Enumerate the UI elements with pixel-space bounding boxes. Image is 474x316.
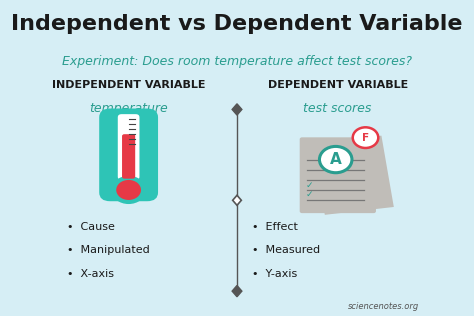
Text: ✓: ✓ <box>306 181 313 190</box>
FancyBboxPatch shape <box>300 137 376 213</box>
Text: DEPENDENT VARIABLE: DEPENDENT VARIABLE <box>267 80 408 90</box>
Circle shape <box>111 176 146 204</box>
FancyBboxPatch shape <box>118 114 139 180</box>
Text: •  X-axis: • X-axis <box>67 269 114 279</box>
Polygon shape <box>233 195 241 205</box>
Polygon shape <box>232 104 242 115</box>
Circle shape <box>319 146 352 173</box>
FancyBboxPatch shape <box>99 108 158 201</box>
Text: ✓: ✓ <box>306 190 313 198</box>
Polygon shape <box>232 285 242 297</box>
Text: •  Manipulated: • Manipulated <box>67 246 149 255</box>
Text: F: F <box>362 133 369 143</box>
Text: INDEPENDENT VARIABLE: INDEPENDENT VARIABLE <box>52 80 205 90</box>
Text: •  Cause: • Cause <box>67 222 115 232</box>
Circle shape <box>116 180 141 200</box>
Circle shape <box>353 127 378 148</box>
Text: •  Effect: • Effect <box>253 222 298 232</box>
Polygon shape <box>312 136 394 215</box>
Text: A: A <box>330 152 342 167</box>
FancyBboxPatch shape <box>122 134 135 179</box>
Text: •  Y-axis: • Y-axis <box>253 269 298 279</box>
Text: temperature: temperature <box>89 102 168 115</box>
Text: test scores: test scores <box>303 102 372 115</box>
Text: Independent vs Dependent Variable: Independent vs Dependent Variable <box>11 14 463 34</box>
Text: Experiment: Does room temperature affect test scores?: Experiment: Does room temperature affect… <box>62 55 412 68</box>
Text: •  Measured: • Measured <box>253 246 320 255</box>
Text: sciencenotes.org: sciencenotes.org <box>347 302 419 312</box>
